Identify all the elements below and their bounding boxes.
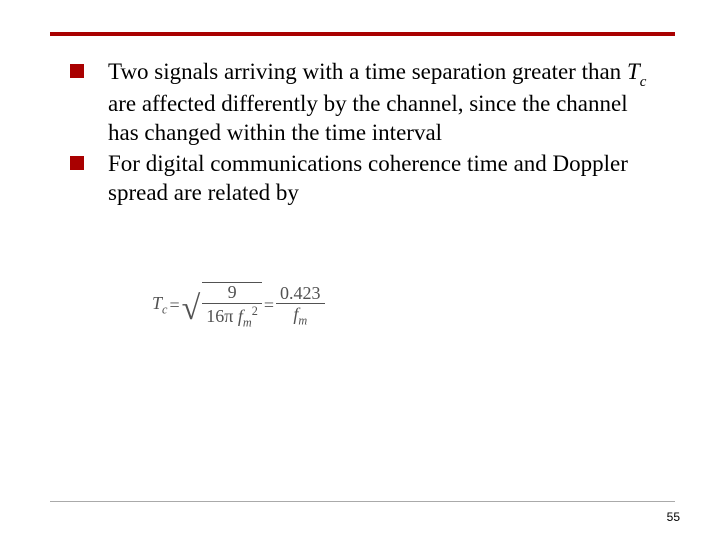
den-var-sup: 2 bbox=[252, 304, 258, 318]
sqrt-numerator: 9 bbox=[202, 283, 262, 304]
text-pre: Two signals arriving with a time separat… bbox=[108, 59, 627, 84]
bullet-text: Two signals arriving with a time separat… bbox=[108, 59, 646, 145]
den-pi: π bbox=[224, 306, 233, 326]
footer-rule bbox=[50, 501, 675, 502]
den-coeff: 16 bbox=[206, 306, 224, 326]
lhs-sub: c bbox=[162, 303, 167, 317]
radical-icon: √ bbox=[182, 290, 201, 327]
equals-icon: = bbox=[264, 282, 274, 329]
bullet-item: Two signals arriving with a time separat… bbox=[70, 58, 660, 148]
sqrt-fraction: 9 16π fm2 bbox=[202, 283, 262, 329]
sqrt-term: √ bbox=[182, 282, 201, 329]
den-var-sub: m bbox=[243, 315, 252, 329]
bullet-item: For digital communications coherence tim… bbox=[70, 150, 660, 208]
sqrt-denominator: 16π fm2 bbox=[202, 304, 262, 329]
var-T: T bbox=[627, 59, 640, 84]
formula-lhs: Tc bbox=[152, 282, 167, 329]
rhs-numerator: 0.423 bbox=[276, 284, 325, 305]
title-rule bbox=[50, 32, 675, 36]
lhs-var: T bbox=[152, 293, 162, 313]
rhs-fraction: 0.423 fm bbox=[276, 284, 325, 328]
sqrt-body: 9 16π fm2 bbox=[202, 282, 262, 329]
page-number: 55 bbox=[667, 510, 680, 524]
square-bullet-icon bbox=[70, 64, 84, 78]
rhs-denominator: fm bbox=[276, 304, 325, 327]
equals-icon: = bbox=[169, 282, 179, 329]
formula-table: Tc = √ 9 16π fm2 = 0.423 fm bbox=[150, 280, 327, 331]
body-text: Two signals arriving with a time separat… bbox=[70, 58, 660, 209]
var-T-sub: c bbox=[640, 74, 647, 90]
formula: Tc = √ 9 16π fm2 = 0.423 fm bbox=[150, 280, 327, 331]
square-bullet-icon bbox=[70, 156, 84, 170]
slide: Two signals arriving with a time separat… bbox=[0, 0, 720, 540]
rhs-den-sub: m bbox=[298, 314, 307, 328]
rhs-term: 0.423 fm bbox=[276, 282, 325, 329]
text-post: are affected differently by the channel,… bbox=[108, 91, 628, 145]
bullet-text: For digital communications coherence tim… bbox=[108, 151, 628, 205]
